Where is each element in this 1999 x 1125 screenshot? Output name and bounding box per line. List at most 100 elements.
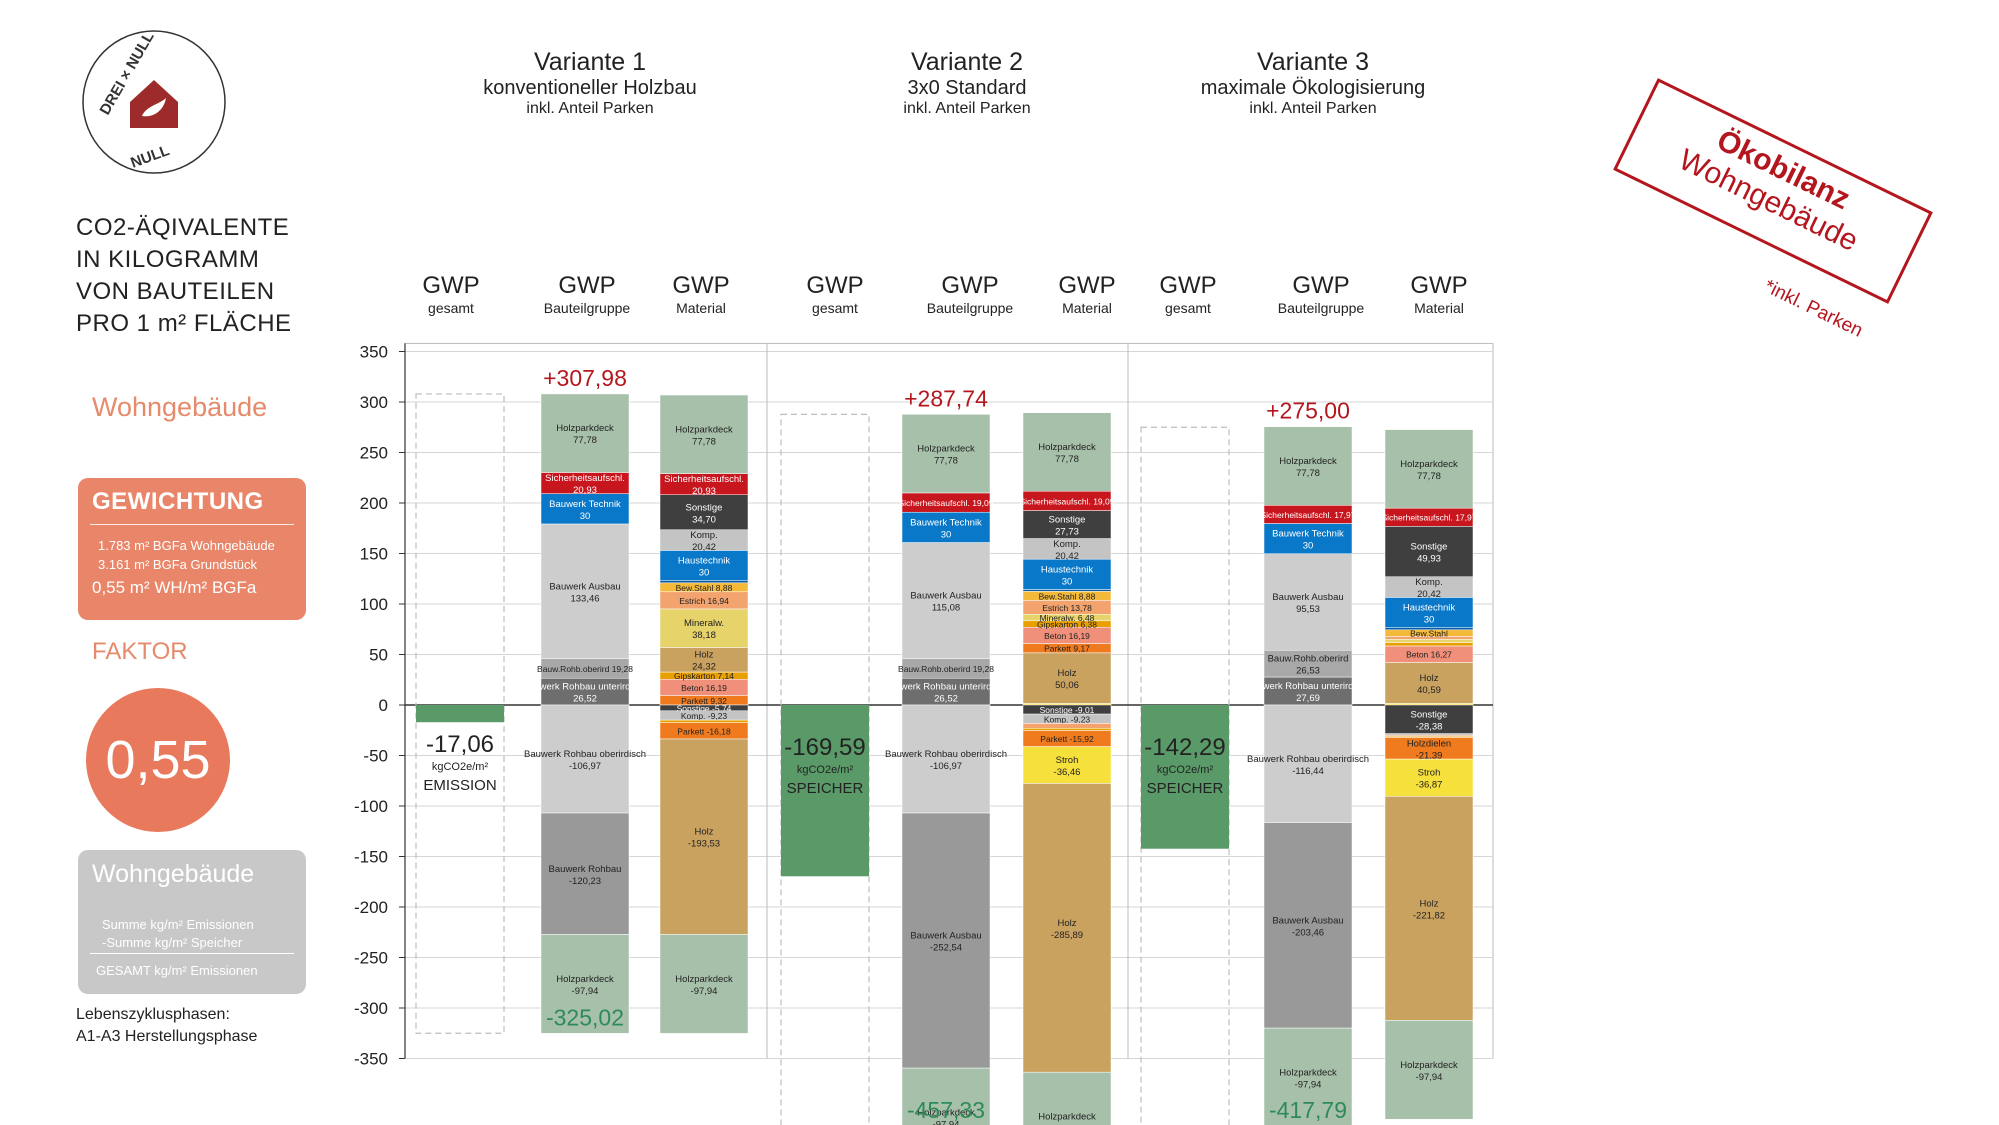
stack-segment: [1263, 523, 1353, 555]
page-title: CO2-ÄQIVALENTE IN KILOGRAMM VON BAUTEILE…: [76, 214, 292, 337]
stack-segment: [1263, 553, 1353, 651]
segment-value-label: -285,89: [1051, 930, 1083, 941]
stack-segment: [901, 677, 991, 706]
segment-name-label: Haustechnik: [1403, 603, 1456, 614]
segment-value-label: -97,94: [1416, 1072, 1443, 1083]
weighting-box: GEWICHTUNG 1.783 m² BGFa Wohngebäude 3.1…: [78, 478, 306, 620]
segment-value-label: 34,70: [692, 514, 716, 525]
stack-segment: [1384, 639, 1474, 643]
negative-total-label: -417,79: [1269, 1097, 1347, 1123]
negative-total-label: -325,02: [546, 1004, 624, 1030]
segment-value-label: 30: [699, 568, 710, 579]
stack-segment: [1022, 723, 1112, 729]
segment-value-label: 30: [1303, 541, 1314, 552]
segment-name-label: Holzparkdeck: [1038, 442, 1096, 453]
segment-name-label: Beton 16,19: [681, 683, 727, 693]
segment-name-label: Sonstige -9,01: [1040, 705, 1095, 715]
y-tick-label: -100: [354, 797, 388, 816]
column-header: GWP gesamt: [422, 272, 480, 316]
stack-segment: [1384, 796, 1474, 1021]
stack-segment: [901, 542, 991, 659]
positive-total-label: +287,74: [904, 385, 988, 411]
segment-value-label: -106,97: [569, 761, 601, 772]
segment-name-label: Sonstige: [1411, 709, 1448, 720]
segment-value-label: -36,87: [1416, 780, 1443, 791]
column-header: GWP Material: [672, 272, 730, 316]
stack-segment: [659, 608, 749, 648]
stack-segment: [540, 523, 630, 659]
segment-name-label: Holzparkdeck: [1279, 456, 1337, 467]
stack-segment: [1384, 627, 1474, 631]
stack-segment: [1263, 649, 1353, 678]
segment-value-label: -193,53: [688, 839, 720, 850]
segment-name-label: Bauwerk Rohbau unterirdisch: [884, 682, 1009, 693]
weighting-heading: GEWICHTUNG: [92, 488, 264, 515]
stack-segment: [659, 738, 749, 935]
stack-segment: [1022, 783, 1112, 1073]
segment-name-label: Bew.Stahl 8,88: [676, 583, 733, 593]
stack-segment: [540, 812, 630, 935]
segment-name-label: Sonstige: [686, 502, 723, 513]
stack-segment: [901, 704, 991, 814]
summary-row: GESAMT kg/m² Emissionen: [96, 963, 258, 978]
segment-name-label: Sicherheitsaufschl. 17,97: [1261, 510, 1356, 520]
segment-name-label: Mineralw.: [684, 618, 724, 629]
stack-segment: [659, 647, 749, 673]
segment-name-label: Stroh: [1056, 755, 1079, 766]
segment-value-label: 49,93: [1417, 554, 1441, 565]
segment-value-label: 38,18: [692, 630, 716, 641]
segment-name-label: Bauwerk Rohbau: [549, 864, 622, 875]
summary-box: Wohngebäude Summe kg/m² Emissionen -Summ…: [78, 850, 306, 994]
segment-name-label: Komp.: [1053, 539, 1080, 550]
y-tick-label: 150: [360, 545, 388, 564]
stack-segment: [1384, 1020, 1474, 1120]
segment-value-label: 50,06: [1055, 680, 1079, 691]
segment-name-label: Estrich 13,78: [1042, 603, 1092, 613]
segment-name-label: Holzparkdeck: [1400, 1060, 1458, 1071]
segment-name-label: Bauwerk Ausbau: [1272, 915, 1343, 926]
segment-value-label: -116,44: [1292, 766, 1324, 777]
stack-segment: [659, 934, 749, 1034]
segment-name-label: Holzparkdeck: [1400, 459, 1458, 470]
segment-value-label: -203,46: [1292, 927, 1324, 938]
segment-name-label: Sonstige: [1411, 542, 1448, 553]
stack-segment: [901, 1067, 991, 1125]
segment-value-label: 77,78: [1417, 471, 1441, 482]
segment-name-label: Holzparkdeck: [1279, 1068, 1337, 1079]
stack-segment: [1384, 526, 1474, 578]
column-header: GWP Material: [1058, 272, 1116, 316]
stack-segment: [901, 414, 991, 494]
segment-name-label: Bauwerk Technik: [1272, 529, 1344, 540]
segment-name-label: Parkett 9,32: [681, 696, 727, 706]
variant-3-header: Variante 3 maximale Ökologisierung inkl.…: [1200, 48, 1426, 117]
segment-name-label: Bauw.Rohb.oberird 19,28: [537, 664, 633, 674]
variant-1-header: Variante 1 konventioneller Holzbau inkl.…: [483, 48, 697, 117]
stack-segment: [1263, 822, 1353, 1029]
y-tick-label: 200: [360, 494, 388, 513]
segment-name-label: Holz: [1419, 673, 1438, 684]
segment-name-label: Haustechnik: [678, 556, 731, 567]
stack-segment: [1263, 704, 1353, 823]
segment-name-label: Komp.: [1415, 577, 1442, 588]
segment-value-label: -21,39: [1416, 750, 1443, 761]
segment-value-label: 26,53: [1296, 666, 1320, 677]
house-icon: [130, 80, 178, 128]
net-value-label: -17,06: [426, 731, 494, 758]
segment-value-label: 133,46: [570, 593, 599, 604]
segment-value-label: 77,78: [1055, 454, 1079, 465]
segment-name-label: Bauwerk Technik: [910, 517, 982, 528]
stack-segment: [1022, 589, 1112, 592]
segment-value-label: 20,42: [1417, 589, 1441, 600]
y-tick-label: -250: [354, 949, 388, 968]
segment-name-label: Sonstige: [1049, 515, 1086, 526]
segment-name-label: Holz: [1057, 918, 1076, 929]
segment-value-label: -120,23: [569, 876, 601, 887]
net-value-label: -142,29: [1144, 734, 1225, 761]
category-label: Wohngebäude: [92, 392, 268, 422]
y-tick-label: 0: [379, 696, 388, 715]
segment-name-label: Holz: [1419, 898, 1438, 909]
segment-value-label: -97,94: [572, 986, 599, 997]
stack-segment: [1022, 412, 1112, 492]
positive-total-label: +307,98: [543, 365, 627, 391]
